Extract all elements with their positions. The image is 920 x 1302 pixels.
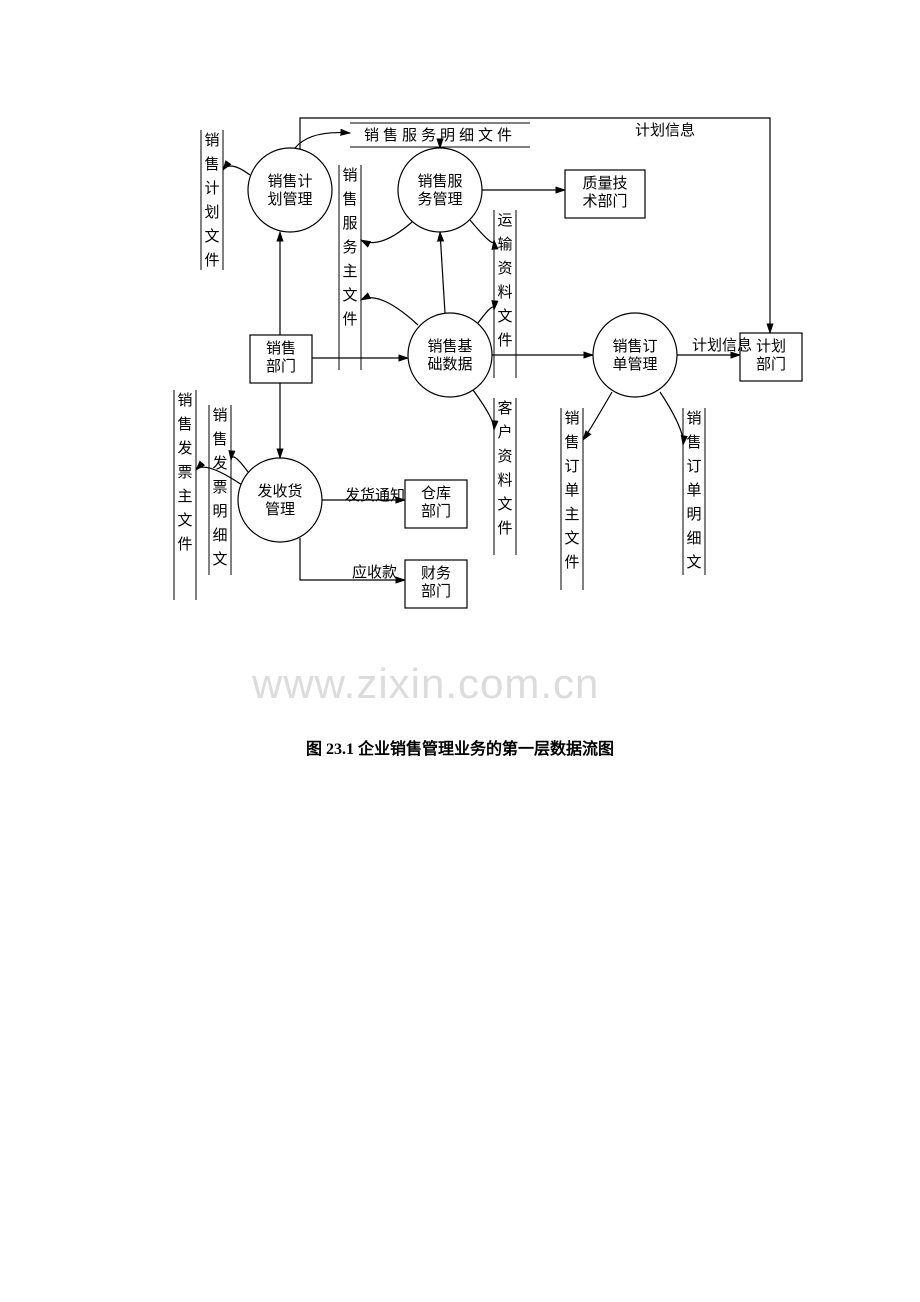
figure-caption: 图 23.1 企业销售管理业务的第一层数据流图 xyxy=(0,735,920,759)
svg-text:售: 售 xyxy=(204,156,219,173)
svg-text:销: 销 xyxy=(564,410,579,427)
svg-text:单: 单 xyxy=(564,482,579,499)
svg-text:细: 细 xyxy=(686,530,701,547)
svg-text:票: 票 xyxy=(177,465,192,481)
svg-text:销: 销 xyxy=(177,392,192,409)
svg-text:发: 发 xyxy=(177,440,192,457)
svg-text:件: 件 xyxy=(564,554,579,571)
svg-text:件: 件 xyxy=(177,536,192,553)
process-node xyxy=(398,148,482,232)
svg-text:销: 销 xyxy=(686,410,701,427)
svg-text:明: 明 xyxy=(686,506,701,523)
watermark-text: www.zixin.com.cn xyxy=(252,660,599,708)
svg-text:件: 件 xyxy=(497,332,512,349)
svg-text:务: 务 xyxy=(342,239,357,256)
svg-text:资: 资 xyxy=(497,260,512,277)
svg-text:售: 售 xyxy=(342,191,357,208)
svg-text:文: 文 xyxy=(204,228,219,245)
svg-text:订: 订 xyxy=(686,458,701,475)
svg-text:售: 售 xyxy=(686,434,701,451)
svg-text:售: 售 xyxy=(177,416,192,433)
process-node xyxy=(593,313,677,397)
svg-text:客: 客 xyxy=(497,400,512,417)
svg-text:料: 料 xyxy=(497,284,512,301)
svg-text:计划信息: 计划信息 xyxy=(692,337,752,354)
svg-text:售: 售 xyxy=(564,434,579,451)
process-node xyxy=(238,458,322,542)
svg-text:计划信息: 计划信息 xyxy=(635,122,695,139)
svg-text:单: 单 xyxy=(686,482,701,499)
svg-text:销: 销 xyxy=(212,407,227,424)
svg-text:文: 文 xyxy=(342,287,357,304)
svg-text:文: 文 xyxy=(686,554,701,571)
svg-text:应收款: 应收款 xyxy=(352,563,397,581)
svg-text:主: 主 xyxy=(342,263,357,280)
svg-text:主: 主 xyxy=(564,506,579,523)
svg-text:计: 计 xyxy=(204,180,219,197)
process-node xyxy=(248,148,332,232)
data-flow-diagram: 销售计划管理销售服务管理销售基础数据销售订单管理发收货管理质量技术部门销售部门计… xyxy=(0,0,920,700)
svg-text:户: 户 xyxy=(497,424,512,441)
svg-text:服: 服 xyxy=(342,215,357,232)
svg-text:销: 销 xyxy=(342,167,357,184)
svg-text:销售服务明细文件: 销售服务明细文件 xyxy=(364,127,516,144)
svg-text:运: 运 xyxy=(497,212,512,229)
svg-text:文: 文 xyxy=(497,308,512,325)
svg-text:细: 细 xyxy=(212,527,227,544)
svg-text:销: 销 xyxy=(204,132,219,149)
svg-text:料: 料 xyxy=(497,472,512,489)
svg-text:资: 资 xyxy=(497,448,512,465)
svg-text:文: 文 xyxy=(497,496,512,513)
svg-text:文: 文 xyxy=(564,530,579,547)
process-node xyxy=(408,313,492,397)
svg-text:文: 文 xyxy=(212,551,227,568)
svg-text:订: 订 xyxy=(564,458,579,475)
svg-text:文: 文 xyxy=(177,512,192,529)
svg-text:发: 发 xyxy=(212,455,227,472)
svg-text:划: 划 xyxy=(204,204,219,221)
svg-text:售: 售 xyxy=(212,431,227,448)
svg-text:发货通知: 发货通知 xyxy=(345,487,405,504)
svg-text:件: 件 xyxy=(342,311,357,328)
svg-text:票: 票 xyxy=(212,480,227,496)
svg-text:件: 件 xyxy=(497,520,512,537)
svg-text:件: 件 xyxy=(204,252,219,269)
svg-text:明: 明 xyxy=(212,503,227,520)
svg-text:主: 主 xyxy=(177,488,192,505)
svg-text:输: 输 xyxy=(497,236,512,253)
